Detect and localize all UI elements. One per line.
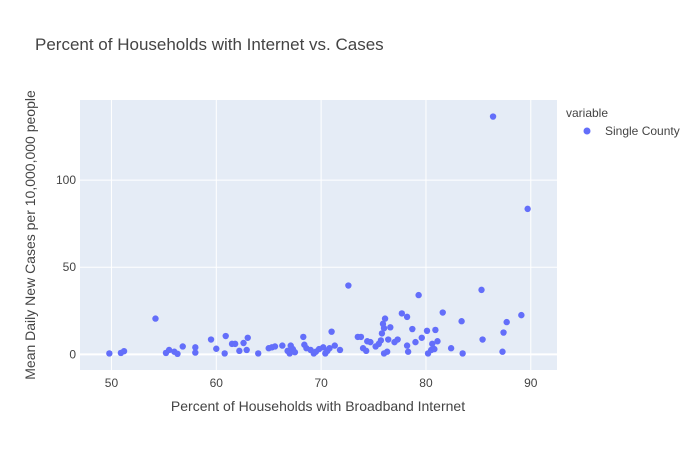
x-tick-label: 90 xyxy=(524,376,538,390)
data-point[interactable] xyxy=(409,325,416,333)
data-point[interactable] xyxy=(231,340,239,348)
data-point[interactable] xyxy=(363,347,370,355)
data-point[interactable] xyxy=(380,324,388,332)
data-point[interactable] xyxy=(503,318,510,326)
data-point[interactable] xyxy=(394,336,401,343)
data-point[interactable] xyxy=(207,336,215,343)
data-point[interactable] xyxy=(385,336,392,343)
x-tick-label: 80 xyxy=(419,376,433,390)
data-point[interactable] xyxy=(331,342,338,349)
data-point[interactable] xyxy=(291,349,299,356)
data-point[interactable] xyxy=(345,282,352,289)
data-point[interactable] xyxy=(478,286,485,294)
data-point[interactable] xyxy=(236,347,243,355)
data-point[interactable] xyxy=(357,333,365,341)
data-point[interactable] xyxy=(328,328,335,335)
data-point[interactable] xyxy=(434,338,441,345)
data-point[interactable] xyxy=(300,333,307,341)
data-points xyxy=(106,113,531,357)
data-point[interactable] xyxy=(243,346,250,354)
y-tick-label: 50 xyxy=(63,260,77,274)
data-point[interactable] xyxy=(326,345,333,352)
data-point[interactable] xyxy=(152,315,159,322)
data-point[interactable] xyxy=(192,349,199,356)
plot-area xyxy=(80,100,557,370)
data-point[interactable] xyxy=(404,348,412,355)
data-point[interactable] xyxy=(279,342,286,349)
x-tick-label: 50 xyxy=(105,376,119,390)
data-point[interactable] xyxy=(165,346,173,354)
data-point[interactable] xyxy=(412,338,419,346)
tick-labels: 50 60 70 80 90 0 50 100 xyxy=(56,173,538,390)
data-point[interactable] xyxy=(500,329,507,336)
data-point[interactable] xyxy=(383,348,391,355)
data-point[interactable] xyxy=(524,205,531,213)
data-point[interactable] xyxy=(174,350,181,357)
data-point[interactable] xyxy=(398,310,406,317)
data-point[interactable] xyxy=(447,345,455,352)
data-point[interactable] xyxy=(320,344,327,351)
data-point[interactable] xyxy=(367,338,374,346)
data-point[interactable] xyxy=(381,315,389,322)
data-point[interactable] xyxy=(518,311,525,319)
y-tick-label: 0 xyxy=(69,347,76,361)
data-point[interactable] xyxy=(415,291,422,299)
data-point[interactable] xyxy=(255,350,262,357)
grid-lines xyxy=(80,100,557,370)
data-point[interactable] xyxy=(221,350,228,357)
y-axis-title: Mean Daily New Cases per 10,000,000 peop… xyxy=(22,90,38,380)
data-point[interactable] xyxy=(432,326,439,334)
x-axis-title: Percent of Households with Broadband Int… xyxy=(171,398,465,414)
data-point[interactable] xyxy=(429,340,436,348)
data-point[interactable] xyxy=(431,345,438,353)
y-tick-label: 100 xyxy=(56,173,76,187)
data-point[interactable] xyxy=(240,339,247,347)
data-point[interactable] xyxy=(192,344,199,351)
data-point[interactable] xyxy=(106,350,113,357)
data-point[interactable] xyxy=(387,324,394,331)
x-tick-label: 70 xyxy=(314,376,328,390)
data-point[interactable] xyxy=(479,336,486,343)
data-point[interactable] xyxy=(271,343,279,350)
data-point[interactable] xyxy=(179,343,186,350)
data-point[interactable] xyxy=(458,318,465,325)
data-point[interactable] xyxy=(244,334,251,341)
legend-marker xyxy=(583,127,591,135)
data-point[interactable] xyxy=(459,350,466,357)
legend[interactable]: variable Single County xyxy=(566,106,680,138)
legend-item-single-county[interactable]: Single County xyxy=(583,124,680,138)
data-point[interactable] xyxy=(378,330,386,337)
data-point[interactable] xyxy=(489,113,497,120)
data-point[interactable] xyxy=(418,334,425,341)
data-point[interactable] xyxy=(213,345,220,352)
x-tick-label: 60 xyxy=(210,376,224,390)
chart-title: Percent of Households with Internet vs. … xyxy=(35,35,384,54)
data-point[interactable] xyxy=(222,332,229,340)
data-point[interactable] xyxy=(336,346,344,354)
data-point[interactable] xyxy=(423,327,431,335)
data-point[interactable] xyxy=(120,347,128,355)
legend-label: Single County xyxy=(605,124,680,138)
data-point[interactable] xyxy=(377,337,385,344)
data-point[interactable] xyxy=(403,342,411,349)
data-point[interactable] xyxy=(439,309,446,316)
legend-title: variable xyxy=(566,106,608,120)
data-point[interactable] xyxy=(403,313,411,321)
data-point[interactable] xyxy=(499,348,506,355)
